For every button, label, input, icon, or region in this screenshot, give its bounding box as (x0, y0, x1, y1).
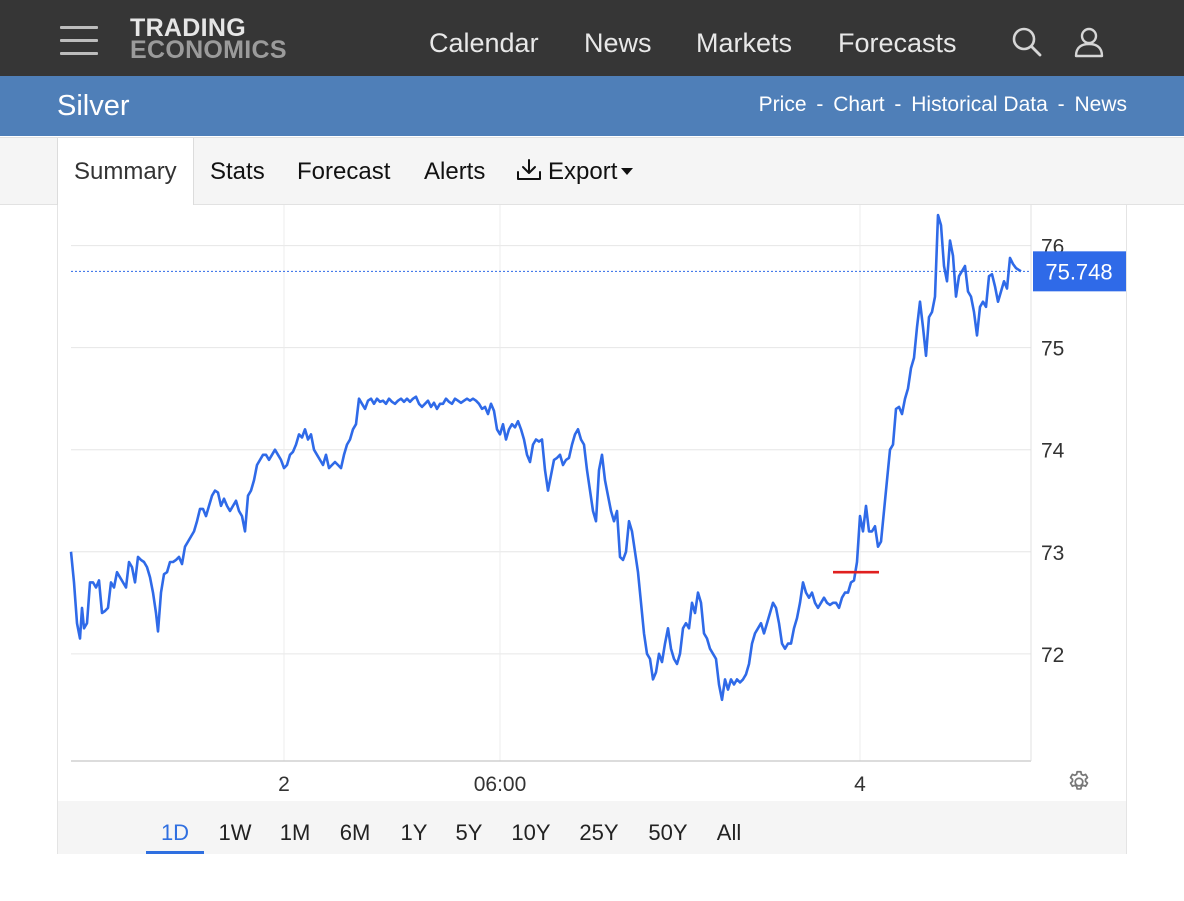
tab-forecast[interactable]: Forecast (297, 158, 391, 185)
time-range-selector: 1D 1W 1M 6M 1Y 5Y 10Y 25Y 50Y All (57, 801, 1127, 854)
sublink-separator: - (894, 93, 902, 116)
logo-line-1: TRADING (130, 14, 246, 42)
range-1y[interactable]: 1Y (400, 820, 428, 845)
hamburger-menu-icon[interactable] (60, 26, 100, 56)
y-tick-label: 75 (1041, 338, 1064, 361)
range-50y[interactable]: 50Y (648, 820, 688, 845)
range-5y[interactable]: 5Y (455, 820, 483, 845)
nav-link-news[interactable]: News (584, 28, 652, 58)
current-price-badge (1033, 251, 1126, 292)
current-price-value: 75.748 (1045, 259, 1112, 284)
site-logo[interactable]: TRADING ECONOMICS (130, 14, 287, 64)
commodity-title-bar: Silver Price - Chart - Historical Data -… (0, 76, 1184, 136)
user-account-icon[interactable] (1072, 25, 1106, 59)
tab-stats[interactable]: Stats (210, 158, 265, 185)
sublink-separator: - (816, 93, 824, 116)
sublink-price[interactable]: Price (758, 93, 807, 116)
page-title: Silver (57, 90, 130, 122)
download-icon (517, 159, 541, 180)
sublink-separator: - (1057, 93, 1065, 116)
sub-navigation: Price - Chart - Historical Data - News (759, 93, 1127, 117)
range-all[interactable]: All (716, 820, 742, 845)
nav-link-forecasts[interactable]: Forecasts (838, 28, 957, 58)
range-25y[interactable]: 25Y (579, 820, 619, 845)
range-10y[interactable]: 10Y (511, 820, 551, 845)
nav-link-markets[interactable]: Markets (696, 28, 793, 58)
range-1d[interactable]: 1D (146, 801, 204, 854)
range-1w[interactable]: 1W (218, 820, 252, 845)
top-navbar: TRADING ECONOMICS Calendar News Markets … (0, 0, 1184, 76)
sublink-historical-data[interactable]: Historical Data (911, 93, 1048, 116)
price-chart-panel: 72 73 74 75 76 2 06:00 4 75.748 (57, 205, 1127, 801)
chevron-down-icon (621, 168, 634, 175)
x-tick-label: 2 (278, 773, 290, 796)
y-tick-label: 72 (1041, 644, 1064, 667)
x-tick-label: 06:00 (474, 773, 527, 796)
range-1m[interactable]: 1M (279, 820, 311, 845)
tab-export-label: Export (548, 158, 618, 185)
tab-alerts[interactable]: Alerts (424, 158, 486, 185)
nav-link-calendar[interactable]: Calendar (429, 28, 539, 58)
range-6m[interactable]: 6M (339, 820, 371, 845)
sublink-chart[interactable]: Chart (833, 93, 885, 116)
x-tick-label: 4 (854, 773, 866, 796)
tab-summary[interactable]: Summary (57, 138, 194, 205)
y-tick-label: 74 (1041, 440, 1065, 463)
sublink-news[interactable]: News (1074, 93, 1127, 116)
tab-export[interactable]: Export (516, 138, 634, 205)
tab-strip: Summary Stats Forecast Alerts Export (0, 137, 1184, 205)
logo-line-2: ECONOMICS (130, 36, 287, 64)
y-tick-label: 73 (1041, 542, 1064, 565)
gear-icon[interactable] (1066, 769, 1092, 795)
search-icon[interactable] (1010, 25, 1044, 59)
price-series-line[interactable] (69, 213, 1022, 702)
